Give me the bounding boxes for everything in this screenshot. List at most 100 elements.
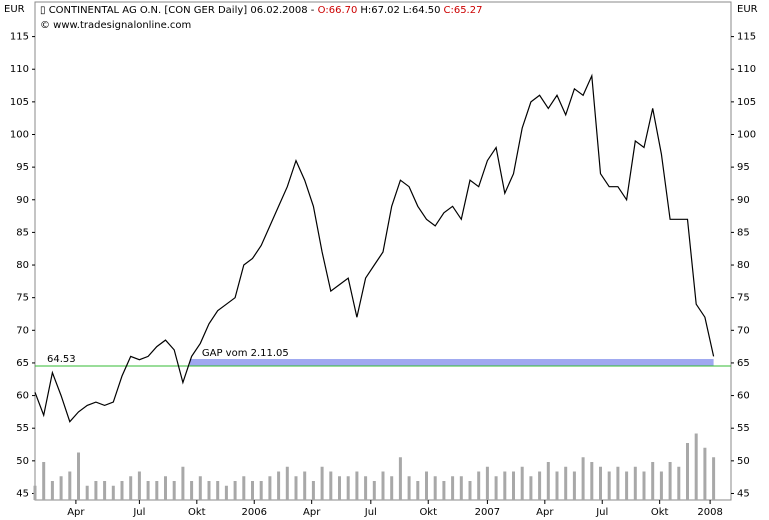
x-tick-label: Apr	[67, 507, 85, 518]
volume-bar	[668, 462, 672, 500]
volume-bar	[137, 471, 141, 500]
y-tick-label-left: 105	[10, 97, 29, 108]
chart-title: ▯ CONTINENTAL AG O.N. [CON GER Daily] 06…	[40, 5, 482, 16]
volume-bar	[555, 471, 559, 500]
volume-bar	[520, 466, 524, 500]
x-tick-label: Okt	[188, 507, 206, 518]
volume-bar	[416, 481, 420, 500]
volume-bar	[355, 471, 359, 500]
y-tick-label-left: 85	[16, 227, 29, 238]
volume-bar	[642, 471, 646, 500]
y-tick-label-left: 115	[10, 32, 29, 43]
y-tick-label-left: 95	[16, 162, 29, 173]
y-tick-label-right: 110	[737, 64, 756, 75]
volume-bar	[338, 476, 341, 500]
volume-bar	[494, 476, 498, 500]
y-tick-label-left: 50	[16, 456, 29, 467]
close: C:65.27	[443, 5, 482, 16]
volume-bar	[259, 481, 263, 500]
volume-bar	[329, 471, 333, 500]
y-tick-label-right: 65	[737, 358, 750, 369]
volume-bar	[268, 476, 272, 500]
volume-bar	[146, 481, 150, 500]
y-tick-label-right: 115	[737, 32, 756, 43]
volume-bar	[451, 476, 455, 500]
y-tick-label-right: 100	[737, 129, 756, 140]
volume-bar	[372, 481, 376, 500]
x-tick-label: 2006	[242, 507, 267, 518]
volume-bar	[181, 466, 185, 500]
volume-bar	[164, 476, 167, 500]
volume-bar	[607, 471, 611, 500]
chart-subtitle: © www.tradesignalonline.com	[40, 20, 191, 31]
y-unit-right: EUR	[737, 4, 758, 15]
y-tick-label-right: 95	[737, 162, 750, 173]
low: L:64.50	[403, 5, 441, 16]
symbol: ▯	[40, 5, 49, 16]
volume-bar	[425, 471, 428, 500]
y-tick-label-right: 55	[737, 423, 750, 434]
x-tick-label: Apr	[303, 507, 321, 518]
volume-bar	[398, 457, 402, 500]
volume-bar	[198, 476, 202, 500]
y-tick-label-right: 45	[737, 488, 750, 499]
volume-bar	[564, 466, 568, 500]
high: H:67.02	[360, 5, 400, 16]
volume-bar	[599, 466, 602, 500]
volume-bar	[712, 457, 716, 500]
y-tick-label-right: 105	[737, 97, 756, 108]
volume-bar	[485, 466, 489, 500]
volume-bar	[59, 476, 63, 500]
volume-bar	[633, 466, 637, 500]
volume-bar	[572, 471, 576, 500]
y-tick-label-left: 55	[16, 423, 29, 434]
volume-bar	[616, 466, 620, 500]
volume-bar	[111, 485, 115, 500]
volume-bar	[381, 471, 385, 500]
y-tick-label-right: 50	[737, 456, 750, 467]
y-tick-label-right: 90	[737, 195, 750, 206]
x-tick-label: Okt	[651, 507, 669, 518]
volume-bar	[503, 471, 507, 500]
volume-bar	[512, 471, 515, 500]
y-tick-label-right: 80	[737, 260, 750, 271]
volume-bar	[242, 476, 246, 500]
volume-bar	[216, 481, 220, 500]
volume-bar	[590, 462, 594, 500]
volume-bar	[129, 476, 133, 500]
y-tick-label-left: 100	[10, 129, 29, 140]
y-tick-label-left: 80	[16, 260, 29, 271]
volume-bar	[407, 476, 411, 500]
volume-bar	[651, 462, 655, 500]
gap-label: GAP vom 2.11.05	[202, 348, 289, 359]
y-tick-label-right: 70	[737, 325, 750, 336]
y-unit-left: EUR	[4, 4, 25, 15]
volume-bar	[364, 476, 368, 500]
volume-bar	[694, 433, 698, 500]
volume-bar	[546, 462, 550, 500]
volume-bar	[320, 466, 324, 500]
volume-bar	[625, 471, 629, 500]
y-tick-label-left: 90	[16, 195, 29, 206]
support-label: 64.53	[47, 354, 76, 365]
volume-bar	[85, 485, 89, 500]
volume-bar	[686, 443, 689, 500]
volume-bar	[68, 471, 72, 500]
volume-bar	[311, 481, 315, 500]
volume-bar	[442, 481, 446, 500]
volume-bar	[277, 471, 281, 500]
y-tick-label-left: 70	[16, 325, 29, 336]
volume-bar	[251, 481, 254, 500]
volume-bar	[703, 447, 707, 500]
volume-bar	[224, 485, 228, 500]
volume-bar	[103, 481, 107, 500]
volume-bar	[677, 466, 681, 500]
title: CONTINENTAL AG O.N. [CON GER Daily] 06.0…	[49, 5, 315, 16]
y-tick-label-left: 65	[16, 358, 29, 369]
price-line	[34, 73, 715, 423]
volume-bar	[233, 481, 237, 500]
volume-bar	[155, 481, 159, 500]
volume-bar	[120, 481, 124, 500]
